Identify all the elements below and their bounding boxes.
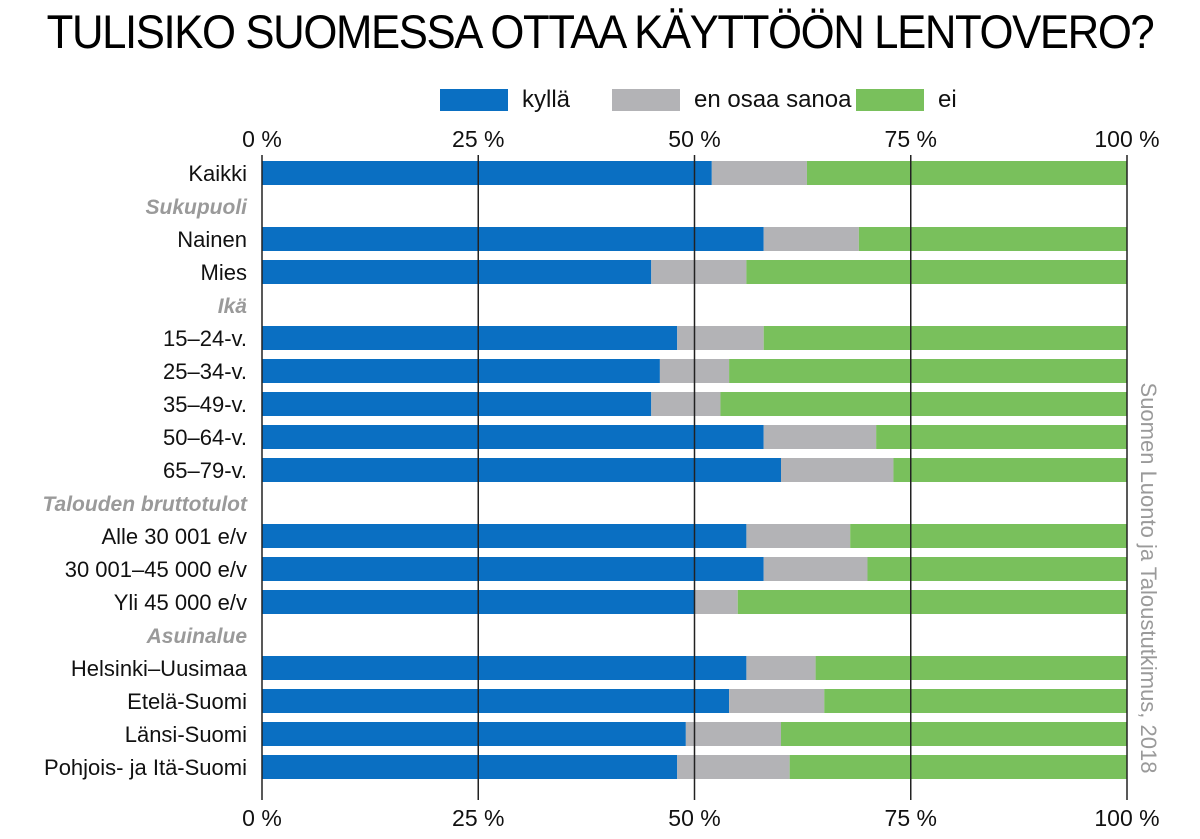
category-label: 50–64-v. [163,425,247,450]
bar-segment-en-osaa-sanoa [746,524,851,548]
x-tick-label-top: 25 % [452,126,504,152]
bar-segment-ei [729,359,1127,383]
bar-segment-kylla [262,524,747,548]
legend-label-ei: ei [938,86,957,113]
bar-segment-en-osaa-sanoa [763,227,859,251]
bar-segment-en-osaa-sanoa [677,755,790,779]
category-label: 30 001–45 000 e/v [65,557,247,582]
category-label: Etelä-Suomi [127,689,247,714]
legend-swatch-en-osaa-sanoa [612,89,680,111]
bar-segment-kylla [262,392,652,416]
category-label: Pohjois- ja Itä-Suomi [44,755,247,780]
bar-segment-ei [850,524,1127,548]
bar-segment-ei [867,557,1127,581]
bar-segment-en-osaa-sanoa [763,557,868,581]
x-tick-label-bottom: 25 % [452,805,504,831]
bar-segment-kylla [262,689,730,713]
category-label: Nainen [177,227,247,252]
bar-segment-ei [876,425,1127,449]
section-label: Talouden bruttotulot [42,493,248,516]
bar-segment-en-osaa-sanoa [746,656,816,680]
legend-swatch-kylla [440,89,508,111]
bar-segment-kylla [262,458,781,482]
bar-segment-ei [781,722,1127,746]
bar-segment-ei [815,656,1127,680]
legend-swatch-ei [856,89,924,111]
bar-segment-en-osaa-sanoa [651,392,721,416]
category-label: Kaikki [188,161,247,186]
category-label: Yli 45 000 e/v [114,590,247,615]
bar-segment-en-osaa-sanoa [781,458,894,482]
category-label: Helsinki–Uusimaa [71,656,248,681]
bar-segment-kylla [262,722,686,746]
bar-segment-kylla [262,161,712,185]
bar-segment-ei [737,590,1127,614]
bar-segment-en-osaa-sanoa [711,161,807,185]
bar-segment-kylla [262,227,764,251]
bar-segment-ei [893,458,1127,482]
bar-segment-ei [806,161,1127,185]
bar-segment-ei [763,326,1127,350]
x-tick-label-top: 50 % [668,126,720,152]
bar-segment-ei [789,755,1127,779]
bar-segment-en-osaa-sanoa [763,425,877,449]
source-note: Suomen Luonto ja Taloustutkimus, 2018 [1136,382,1161,774]
bar-segment-en-osaa-sanoa [677,326,764,350]
bar-segment-ei [858,227,1127,251]
x-tick-label-bottom: 100 % [1094,805,1159,831]
chart-title: TULISIKO SUOMESSA OTTAA KÄYTTÖÖN LENTOVE… [46,5,1155,58]
category-label: Alle 30 001 e/v [101,524,247,549]
section-label: Sukupuoli [146,196,249,219]
bar-segment-kylla [262,656,747,680]
bar-segment-en-osaa-sanoa [651,260,747,284]
section-label: Ikä [218,295,248,318]
bar-segment-kylla [262,425,764,449]
bar-segment-kylla [262,260,652,284]
x-tick-label-bottom: 0 % [242,805,282,831]
bar-segment-kylla [262,755,678,779]
category-label: Länsi-Suomi [125,722,247,747]
category-label: Mies [201,260,247,285]
bar-segment-ei [746,260,1127,284]
bar-segment-en-osaa-sanoa [694,590,738,614]
section-label: Asuinalue [146,625,248,648]
legend-label-en-osaa-sanoa: en osaa sanoa [694,86,852,113]
bar-segment-ei [720,392,1127,416]
x-tick-label-bottom: 50 % [668,805,720,831]
x-tick-label-top: 0 % [242,126,282,152]
bar-segment-en-osaa-sanoa [685,722,781,746]
x-tick-label-top: 75 % [885,126,937,152]
bar-segment-ei [824,689,1127,713]
x-tick-label-bottom: 75 % [885,805,937,831]
category-label: 35–49-v. [163,392,247,417]
category-label: 65–79-v. [163,458,247,483]
bar-segment-kylla [262,557,764,581]
bar-segment-en-osaa-sanoa [729,689,825,713]
bar-segment-kylla [262,326,678,350]
category-label: 15–24-v. [163,326,247,351]
bar-segment-kylla [262,359,660,383]
category-label: 25–34-v. [163,359,247,384]
x-tick-label-top: 100 % [1094,126,1159,152]
legend-label-kylla: kyllä [522,86,571,113]
